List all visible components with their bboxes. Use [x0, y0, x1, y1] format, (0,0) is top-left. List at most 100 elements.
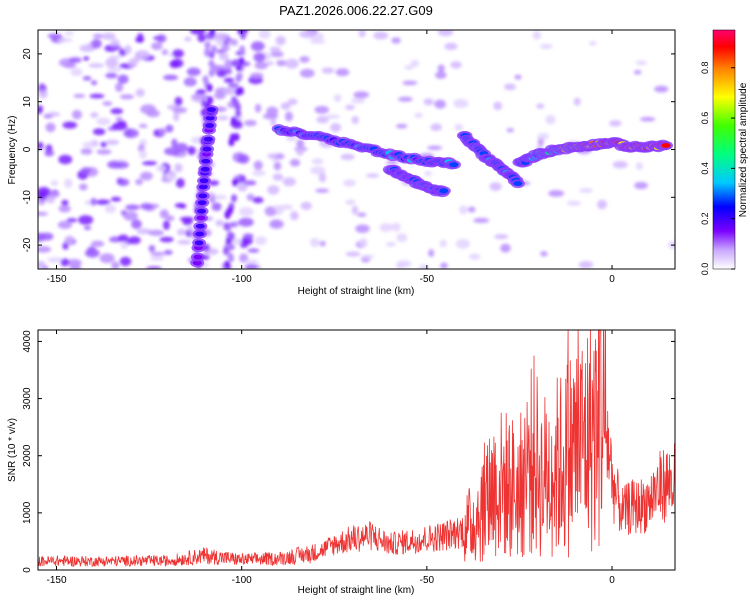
noise-blob [351, 205, 359, 215]
noise-blob [186, 67, 201, 77]
noise-blob [187, 225, 194, 232]
noise-blob [107, 160, 121, 169]
noise-blob [244, 259, 260, 265]
noise-blob [270, 51, 284, 58]
noise-blob [135, 178, 144, 186]
noise-blob [131, 219, 142, 230]
noise-blob [222, 87, 238, 95]
noise-blob [73, 93, 86, 98]
noise-blob [267, 185, 280, 195]
noise-blob [275, 35, 286, 46]
ridge-core [513, 181, 523, 187]
ridge-core [194, 240, 204, 246]
noise-blob [270, 118, 277, 127]
streak-blob [240, 31, 247, 40]
noise-blob [91, 38, 102, 49]
noise-blob [47, 33, 63, 39]
noise-blob [242, 233, 254, 239]
bottom-x-ticks: -150 -100 -50 0 [47, 330, 615, 586]
noise-blob [321, 67, 335, 74]
streak-blob [235, 109, 242, 118]
ridge-core [203, 136, 213, 142]
streak-blob [224, 260, 231, 269]
noise-blob [80, 148, 93, 155]
top-x-axis-label: Height of straight line (km) [298, 286, 415, 297]
streak-blob [204, 48, 211, 57]
noise-blob [435, 71, 447, 79]
noise-blob [111, 261, 120, 269]
noise-blob [419, 264, 429, 269]
noise-blob [88, 63, 104, 68]
noise-blob [124, 44, 132, 55]
noise-blob [84, 248, 100, 258]
top-y-tick-label: -20 [22, 237, 33, 252]
ridge-core [198, 184, 208, 190]
noise-blob [579, 187, 593, 193]
ridge-core [439, 188, 449, 194]
noise-blob [58, 154, 73, 165]
streak-blob [236, 72, 243, 81]
noise-blob [494, 234, 509, 240]
noise-blob [395, 123, 408, 129]
top-y-axis-label: Frequency (Hz) [7, 116, 18, 185]
noise-blob [299, 30, 315, 38]
bottom-x-tick-label: 0 [609, 575, 615, 586]
noise-blob [119, 256, 132, 267]
noise-blob [90, 240, 105, 248]
noise-blob [123, 211, 139, 221]
noise-blob [106, 66, 123, 73]
noise-blob [634, 181, 649, 190]
bottom-y-tick-label: 2000 [22, 444, 33, 467]
noise-blob [216, 38, 224, 46]
noise-blob [467, 206, 476, 213]
top-y-tick-label: 20 [22, 48, 33, 60]
streak-blob [223, 222, 230, 231]
ridge-core [195, 231, 205, 237]
noise-blob [254, 236, 267, 246]
noise-blob [548, 189, 565, 197]
noise-blob [140, 171, 153, 181]
noise-blob [115, 82, 124, 93]
noise-blob [38, 105, 44, 112]
noise-blob [506, 128, 514, 133]
noise-blob [150, 251, 166, 256]
noise-blob [299, 56, 310, 63]
noise-blob [536, 103, 545, 109]
streak-blob [210, 45, 217, 54]
spectral-ridge [456, 130, 525, 189]
streak-blob [232, 178, 239, 187]
ridge-core [449, 162, 459, 168]
chart-title: PAZ1.2026.006.22.27.G09 [279, 3, 433, 18]
noise-blob [345, 199, 356, 205]
noise-blob [253, 160, 263, 171]
noise-blob [267, 153, 279, 159]
ridge-core [196, 215, 206, 221]
streak-blob [232, 153, 239, 162]
noise-blob [238, 217, 254, 227]
noise-blob [140, 203, 153, 210]
top-x-tick-label: -50 [420, 274, 435, 285]
noise-blob [396, 233, 408, 243]
noise-blob [110, 45, 122, 51]
noise-blob [427, 145, 443, 151]
noise-blob [100, 141, 108, 148]
noise-blob [159, 236, 174, 243]
noise-blob [340, 153, 355, 161]
noise-blob [225, 67, 233, 75]
noise-blob [361, 254, 375, 259]
noise-blob [64, 31, 74, 36]
noise-blob [344, 104, 355, 110]
noise-blob [440, 262, 448, 269]
noise-blob [156, 34, 167, 43]
noise-blob [186, 76, 195, 87]
noise-blob [177, 239, 192, 245]
bottom-x-tick-label: -150 [47, 575, 67, 586]
noise-blob [355, 224, 370, 233]
noise-blob [38, 141, 44, 150]
noise-blob [68, 57, 82, 63]
noise-blob [38, 260, 46, 269]
noise-blob [437, 30, 454, 37]
noise-blob [38, 83, 46, 92]
ridge-core [195, 223, 205, 229]
noise-blob [244, 263, 258, 269]
